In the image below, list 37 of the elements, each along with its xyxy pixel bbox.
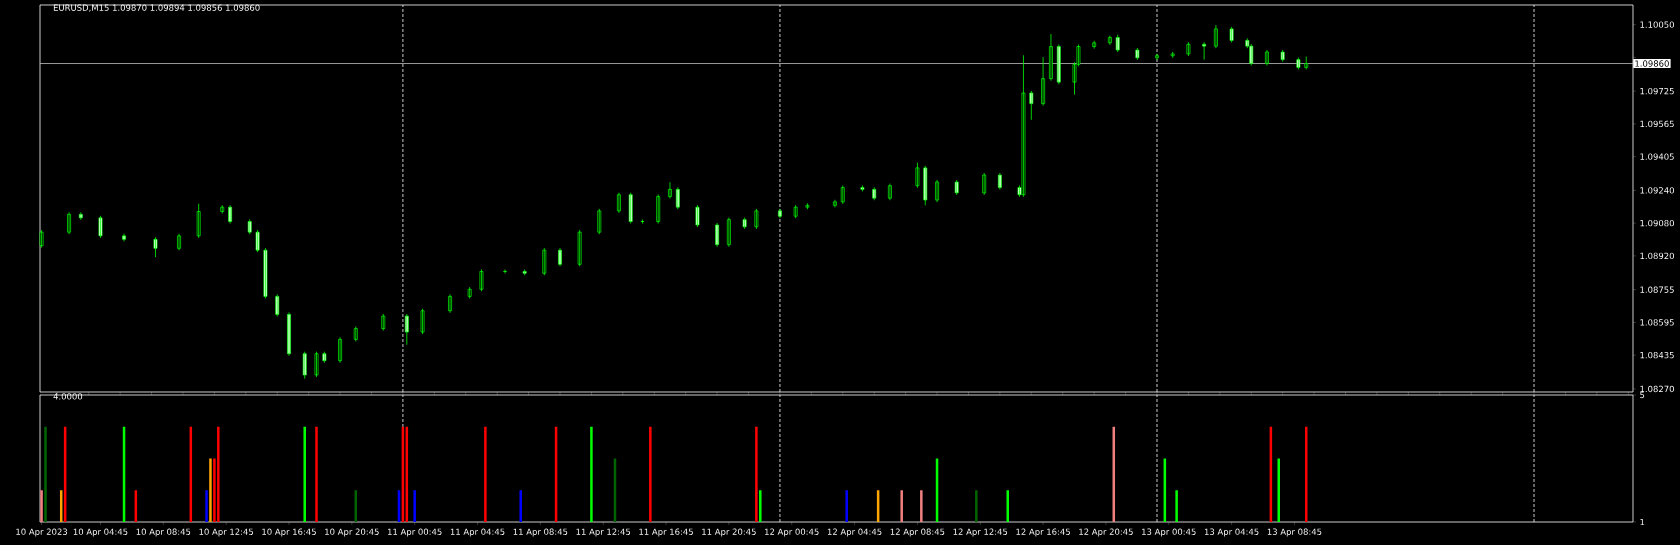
x-tick-label: 11 Apr 20:45 (702, 528, 756, 537)
y-tick-label: 1.09080 (1640, 219, 1674, 227)
x-tick-label: 12 Apr 12:45 (953, 528, 1008, 537)
y-tick-label: 1.09405 (1640, 153, 1674, 160)
x-tick-label: 10 Apr 08:45 (136, 528, 191, 537)
x-tick-label: 10 Apr 2023 (16, 528, 68, 537)
x-tick-label: 12 Apr 04:45 (827, 528, 882, 537)
x-tick-label: 12 Apr 16:45 (1016, 528, 1070, 537)
y-tick-label: 1.08920 (1640, 252, 1674, 260)
chart-title: 4.0000 (53, 393, 83, 400)
x-tick-label: 10 Apr 20:45 (325, 528, 379, 537)
ref-line-label: 1.09860 (1635, 60, 1669, 67)
x-tick-label: 11 Apr 16:45 (639, 528, 693, 537)
x-tick-label: 10 Apr 04:45 (73, 528, 128, 537)
y-tick-label: 1.09240 (1640, 187, 1674, 194)
y-tick-label: 1.08755 (1640, 286, 1674, 293)
x-tick-label: 11 Apr 08:45 (513, 528, 568, 537)
y-tick-label: 1.09565 (1640, 120, 1674, 128)
y-tick-label: 1.08270 (1640, 385, 1674, 393)
x-tick-label: 11 Apr 04:45 (450, 528, 505, 537)
y-tick-label: 1.08595 (1640, 319, 1674, 326)
x-tick-label: 12 Apr 20:45 (1079, 528, 1133, 537)
y-tick-label: 1.08435 (1640, 351, 1674, 359)
x-tick-label: 13 Apr 00:45 (1142, 528, 1196, 537)
y-tick-label: 1 (1640, 518, 1645, 526)
y-tick-label: 1.09725 (1640, 87, 1674, 95)
y-tick-label: 1.10050 (1640, 21, 1674, 28)
x-tick-label: 13 Apr 04:45 (1204, 528, 1259, 537)
x-tick-label: 10 Apr 12:45 (199, 528, 254, 537)
y-tick-label: 5 (1640, 391, 1645, 399)
chart-title: EURUSD,M15 1.09870 1.09894 1.09856 1.09860 (53, 4, 260, 12)
x-tick-label: 11 Apr 12:45 (576, 528, 631, 537)
x-tick-label: 11 Apr 00:45 (388, 528, 442, 537)
x-tick-label: 12 Apr 00:45 (765, 528, 819, 537)
x-tick-label: 10 Apr 16:45 (262, 528, 316, 537)
x-tick-label: 13 Apr 08:45 (1267, 528, 1322, 537)
x-tick-label: 12 Apr 08:45 (890, 528, 945, 537)
